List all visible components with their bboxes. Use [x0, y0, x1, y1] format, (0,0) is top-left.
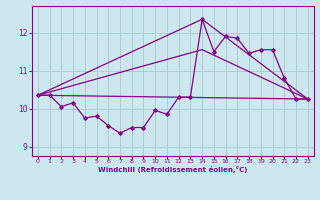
X-axis label: Windchill (Refroidissement éolien,°C): Windchill (Refroidissement éolien,°C)	[98, 166, 247, 173]
